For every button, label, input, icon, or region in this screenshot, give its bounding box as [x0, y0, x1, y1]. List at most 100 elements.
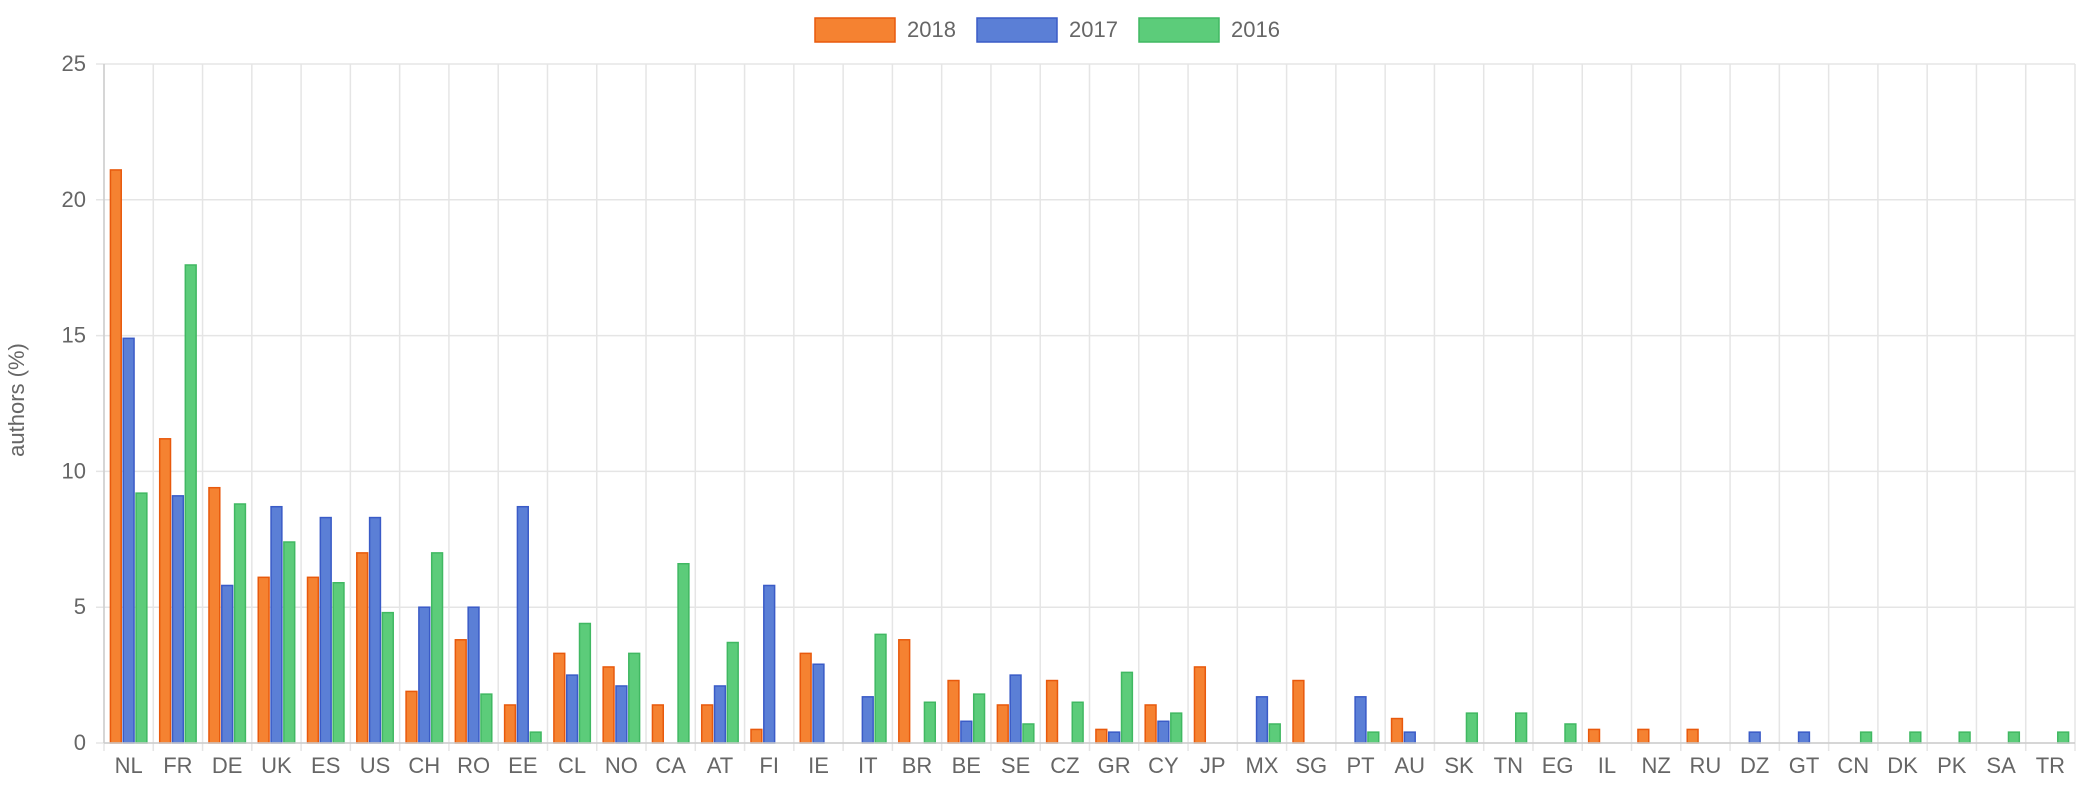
bar-2017-EE[interactable]	[516, 505, 529, 744]
bar-2017-CH[interactable]	[418, 606, 431, 744]
bar-2018-SE[interactable]	[996, 704, 1009, 744]
bar-2018-US[interactable]	[356, 552, 369, 744]
bar-2017-RO[interactable]	[467, 606, 480, 744]
bar-2016-NL[interactable]	[135, 492, 148, 744]
legend-item-2016[interactable]: 2016	[1138, 17, 1280, 43]
bar-2018-BE[interactable]	[947, 679, 960, 744]
bar-2016-SK[interactable]	[1465, 712, 1479, 744]
bar-2018-RU[interactable]	[1686, 728, 1699, 744]
x-tick-label: CZ	[1050, 753, 1079, 778]
bar-2016-CH[interactable]	[430, 552, 444, 744]
bar-2017-UK[interactable]	[270, 505, 283, 744]
bar-2018-AU[interactable]	[1390, 717, 1404, 744]
bar-2018-UK[interactable]	[257, 576, 270, 744]
legend-item-2017[interactable]: 2017	[976, 17, 1118, 43]
bar-2017-BE[interactable]	[960, 720, 973, 744]
bar-2017-GR[interactable]	[1107, 731, 1121, 744]
bar-2018-CZ[interactable]	[1045, 679, 1059, 744]
bar-2018-CA[interactable]	[651, 704, 665, 744]
bar-2018-FR[interactable]	[158, 438, 172, 744]
bar-2018-IE[interactable]	[799, 652, 812, 744]
bar-2016-EE[interactable]	[529, 731, 542, 744]
bar-2018-IL[interactable]	[1587, 728, 1601, 744]
bar-2018-BR[interactable]	[898, 639, 911, 744]
bar-2017-IE[interactable]	[812, 663, 825, 744]
bar-2016-FR[interactable]	[184, 264, 197, 744]
bar-2016-BE[interactable]	[972, 693, 986, 744]
bar-2016-SE[interactable]	[1022, 723, 1035, 744]
bar-2017-NO[interactable]	[615, 685, 628, 744]
bar-2018-ES[interactable]	[306, 576, 320, 744]
bar-2016-TR[interactable]	[2057, 731, 2070, 744]
x-tick-label: SA	[1986, 753, 2016, 778]
bar-2018-RO[interactable]	[454, 639, 467, 744]
bar-2016-CA[interactable]	[677, 562, 690, 744]
bar-2018-CH[interactable]	[405, 690, 418, 744]
bar-2017-AT[interactable]	[713, 685, 727, 744]
legend-label: 2018	[907, 17, 956, 42]
bar-2016-ES[interactable]	[332, 582, 345, 744]
bar-2017-FR[interactable]	[171, 495, 185, 744]
legend-item-2018[interactable]: 2018	[814, 17, 956, 43]
y-tick-label: 5	[74, 594, 86, 619]
bar-2017-DZ[interactable]	[1748, 731, 1761, 744]
x-tick-label: NZ	[1641, 753, 1670, 778]
x-tick-label: JP	[1200, 753, 1226, 778]
bar-2016-NO[interactable]	[628, 652, 641, 744]
bar-2017-PT[interactable]	[1354, 696, 1367, 744]
bar-2016-TN[interactable]	[1514, 712, 1528, 744]
bar-2016-RO[interactable]	[480, 693, 493, 744]
bar-2017-CY[interactable]	[1157, 720, 1170, 744]
bar-2016-CL[interactable]	[578, 622, 592, 744]
bar-2017-NL[interactable]	[122, 337, 135, 744]
bar-2018-DE[interactable]	[208, 486, 221, 744]
x-tick-label: CY	[1148, 753, 1179, 778]
y-tick-label: 25	[62, 51, 86, 76]
bar-2018-SG[interactable]	[1292, 679, 1305, 744]
bar-2018-AT[interactable]	[700, 704, 714, 744]
x-tick-label: SG	[1295, 753, 1327, 778]
bar-2016-DE[interactable]	[233, 503, 247, 744]
bar-2016-UK[interactable]	[283, 541, 296, 744]
legend-label: 2016	[1231, 17, 1280, 42]
bars	[109, 169, 2070, 744]
bar-2016-PT[interactable]	[1367, 731, 1380, 744]
bar-2017-IT[interactable]	[861, 696, 874, 744]
bar-2016-GR[interactable]	[1120, 671, 1134, 744]
x-tick-label: DE	[212, 753, 243, 778]
bar-2016-CZ[interactable]	[1071, 701, 1084, 744]
bar-2017-DE[interactable]	[221, 584, 234, 744]
bar-2018-NO[interactable]	[602, 666, 615, 744]
bar-2016-CN[interactable]	[1859, 731, 1873, 744]
bar-2017-GT[interactable]	[1797, 731, 1811, 744]
bar-2017-MX[interactable]	[1255, 696, 1269, 744]
legend[interactable]: 2018 2017 2016	[814, 17, 1280, 43]
bar-2016-CY[interactable]	[1170, 712, 1183, 744]
bar-2018-CY[interactable]	[1144, 704, 1157, 744]
bar-2016-MX[interactable]	[1268, 723, 1281, 744]
bar-2016-DK[interactable]	[1909, 731, 1922, 744]
bar-2018-NL[interactable]	[109, 169, 122, 744]
bar-2016-SA[interactable]	[2007, 731, 2021, 744]
bar-2018-NZ[interactable]	[1637, 728, 1650, 744]
bar-2018-EE[interactable]	[503, 704, 517, 744]
bar-2017-CL[interactable]	[565, 674, 579, 744]
legend-label: 2017	[1069, 17, 1118, 42]
bar-2016-US[interactable]	[381, 611, 394, 744]
bar-2016-PK[interactable]	[1958, 731, 1971, 744]
bar-2017-US[interactable]	[368, 516, 382, 744]
bar-2018-FI[interactable]	[750, 728, 763, 744]
y-tick-label: 20	[62, 187, 86, 212]
bar-2018-JP[interactable]	[1193, 666, 1207, 744]
bar-2018-CL[interactable]	[553, 652, 566, 744]
bar-2017-FI[interactable]	[763, 584, 776, 744]
bar-2017-ES[interactable]	[319, 516, 332, 744]
bar-2018-GR[interactable]	[1095, 728, 1108, 744]
bar-2017-AU[interactable]	[1403, 731, 1416, 744]
bar-2016-BR[interactable]	[923, 701, 937, 744]
bar-2017-SE[interactable]	[1009, 674, 1022, 744]
bar-2016-AT[interactable]	[726, 641, 739, 744]
bar-2016-EG[interactable]	[1564, 723, 1577, 744]
bar-2016-IT[interactable]	[874, 633, 887, 744]
x-tick-label: NO	[605, 753, 638, 778]
